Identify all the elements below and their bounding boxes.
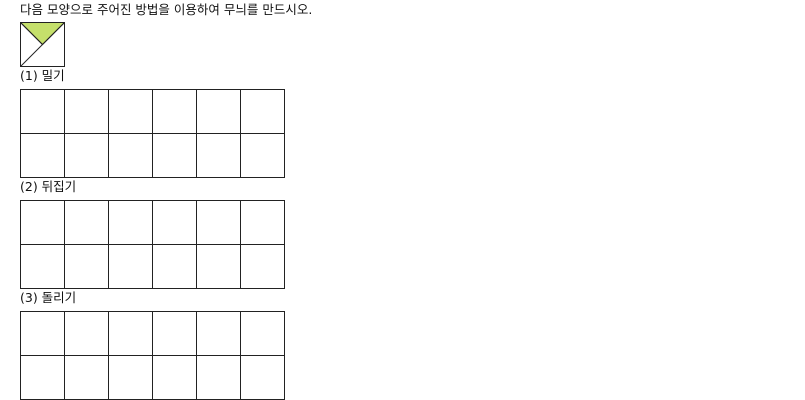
section-label-flip: (2) 뒤집기 <box>20 179 77 194</box>
grid-cell[interactable] <box>153 356 197 400</box>
grid-cell[interactable] <box>197 312 241 356</box>
grid-cell[interactable] <box>241 90 285 134</box>
grid-cell[interactable] <box>153 245 197 289</box>
grid-cell[interactable] <box>197 245 241 289</box>
grid-cell[interactable] <box>65 134 109 178</box>
grid-cell[interactable] <box>21 312 65 356</box>
grid-cell[interactable] <box>109 201 153 245</box>
grid-cell[interactable] <box>109 90 153 134</box>
pattern-grid-flip <box>20 200 285 289</box>
pattern-grid-push <box>20 89 285 178</box>
grid-cell[interactable] <box>109 134 153 178</box>
grid-cell[interactable] <box>153 312 197 356</box>
instruction-text: 다음 모양으로 주어진 방법을 이용하여 무늬를 만드시오. <box>20 2 313 17</box>
grid-cell[interactable] <box>241 312 285 356</box>
grid-cell[interactable] <box>241 134 285 178</box>
grid-cell[interactable] <box>65 356 109 400</box>
grid-cell[interactable] <box>21 90 65 134</box>
grid-cell[interactable] <box>197 356 241 400</box>
grid-cell[interactable] <box>241 201 285 245</box>
grid-cell[interactable] <box>65 201 109 245</box>
grid-cell[interactable] <box>197 90 241 134</box>
section-label-rotate: (3) 돌리기 <box>20 290 77 305</box>
square-motif-icon <box>20 22 65 67</box>
grid-cell[interactable] <box>21 356 65 400</box>
grid-cell[interactable] <box>241 245 285 289</box>
grid-cell[interactable] <box>65 312 109 356</box>
pattern-grid-rotate <box>20 311 285 400</box>
grid-cell[interactable] <box>109 312 153 356</box>
grid-cell[interactable] <box>21 201 65 245</box>
grid-cell[interactable] <box>21 245 65 289</box>
grid-cell[interactable] <box>65 245 109 289</box>
grid-cell[interactable] <box>65 90 109 134</box>
grid-cell[interactable] <box>21 134 65 178</box>
grid-cell[interactable] <box>153 201 197 245</box>
grid-cell[interactable] <box>109 245 153 289</box>
section-label-push: (1) 밀기 <box>20 68 65 83</box>
grid-cell[interactable] <box>153 90 197 134</box>
grid-cell[interactable] <box>153 134 197 178</box>
grid-cell[interactable] <box>197 134 241 178</box>
grid-cell[interactable] <box>109 356 153 400</box>
grid-cell[interactable] <box>241 356 285 400</box>
grid-cell[interactable] <box>197 201 241 245</box>
